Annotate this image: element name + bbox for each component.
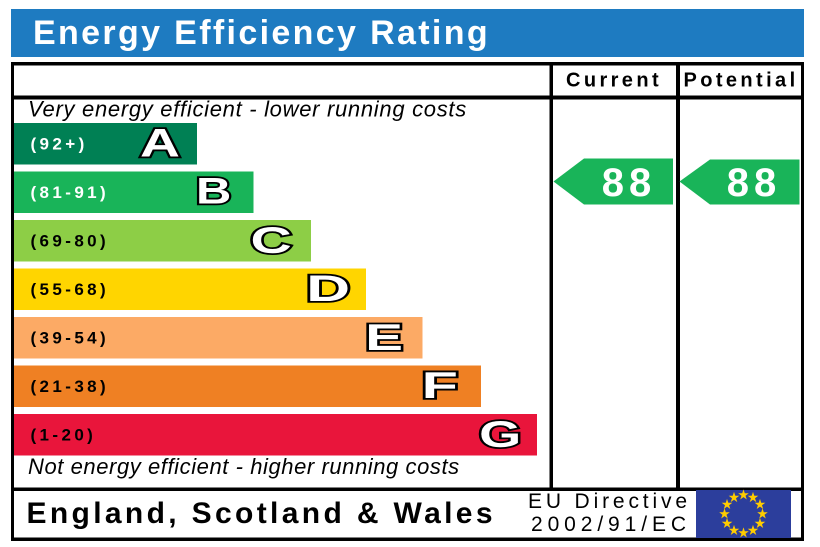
svg-text:(92+): (92+) <box>31 135 88 154</box>
svg-text:F: F <box>422 364 458 406</box>
svg-text:Very energy efficient - lower: Very energy efficient - lower running co… <box>28 97 467 122</box>
svg-text:(1-20): (1-20) <box>31 426 97 445</box>
svg-text:(39-54): (39-54) <box>31 329 110 348</box>
svg-text:EU Directive: EU Directive <box>528 490 691 513</box>
svg-text:(69-80): (69-80) <box>31 232 110 251</box>
svg-text:(81-91): (81-91) <box>31 183 110 202</box>
svg-text:E: E <box>365 317 403 358</box>
svg-text:A: A <box>140 122 180 166</box>
svg-text:D: D <box>306 267 350 309</box>
svg-text:2002/91/EC: 2002/91/EC <box>531 513 691 536</box>
svg-text:(55-68): (55-68) <box>31 280 110 299</box>
svg-text:C: C <box>251 219 292 261</box>
svg-text:88: 88 <box>602 161 657 205</box>
svg-text:B: B <box>196 171 231 212</box>
svg-text:88: 88 <box>727 161 782 205</box>
svg-text:Energy Efficiency Rating: Energy Efficiency Rating <box>33 14 490 52</box>
svg-text:Not energy efficient - higher: Not energy efficient - higher running co… <box>28 454 460 479</box>
svg-text:England, Scotland & Wales: England, Scotland & Wales <box>27 497 496 530</box>
svg-text:Current: Current <box>566 70 662 92</box>
svg-text:G: G <box>479 413 521 455</box>
svg-text:(21-38): (21-38) <box>31 377 110 396</box>
svg-text:Potential: Potential <box>683 70 798 92</box>
